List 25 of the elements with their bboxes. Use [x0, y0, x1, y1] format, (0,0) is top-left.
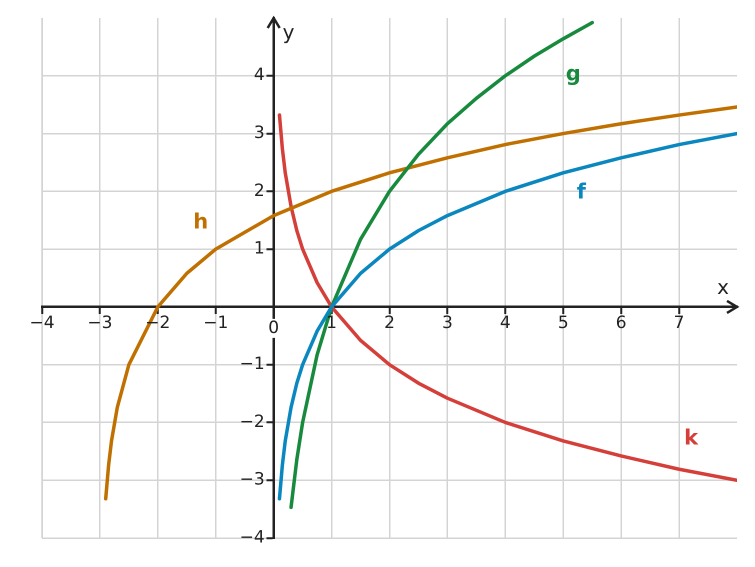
x-axis-title: x	[717, 275, 730, 300]
annotation: f	[576, 179, 587, 204]
x-tick-label: −1	[203, 312, 228, 333]
x-tick-label: 2	[384, 312, 395, 333]
annotation: g	[566, 61, 581, 86]
y-tick-label: 4	[254, 65, 265, 86]
annotation: h	[193, 210, 208, 234]
x-tick-label: 4	[500, 312, 511, 333]
x-tick-label: 6	[616, 312, 627, 333]
x-tick-label: 5	[558, 312, 569, 333]
y-tick-label: 2	[254, 180, 265, 201]
x-tick-label: −3	[87, 312, 112, 333]
y-tick-label: 3	[254, 122, 265, 143]
x-tick-label: 0	[268, 318, 280, 338]
y-tick-label: −1	[240, 354, 265, 374]
annotation: k	[684, 426, 700, 450]
y-axis-title: y	[282, 20, 295, 44]
x-tick-label: 7	[674, 312, 684, 333]
y-tick-label: 1	[254, 238, 265, 259]
x-tick-label: 3	[442, 312, 453, 333]
y-tick-label: −4	[240, 527, 265, 548]
x-tick-label: 1	[326, 312, 337, 333]
y-tick-label: −3	[240, 470, 265, 490]
y-tick-label: −2	[240, 412, 265, 432]
x-tick-label: −4	[29, 312, 55, 333]
